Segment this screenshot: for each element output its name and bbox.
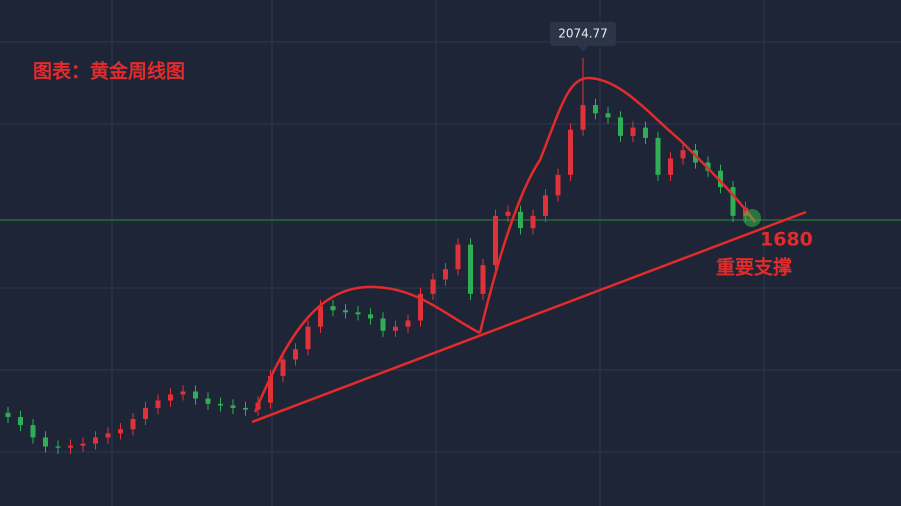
candle-body: [343, 310, 348, 313]
candle-body: [243, 407, 248, 410]
candle-body: [580, 105, 586, 130]
candle-body: [80, 443, 86, 446]
candle-body: [443, 269, 448, 280]
candle-body: [605, 113, 611, 118]
candle-body: [105, 433, 111, 438]
candle-body: [143, 407, 148, 419]
candle-body: [380, 318, 386, 331]
candle-body: [5, 412, 11, 417]
candle-body: [655, 137, 661, 175]
peak-label: 2074.77: [558, 26, 608, 40]
support-text: 重要支撑: [716, 256, 792, 279]
candle-body: [43, 437, 48, 447]
candle-body: [493, 215, 498, 266]
candle-body: [593, 105, 598, 114]
candle-body: [618, 117, 623, 136]
candle-body: [405, 320, 411, 327]
candle-body: [455, 244, 461, 270]
candle-body: [430, 279, 436, 294]
candle-body: [643, 127, 648, 138]
candle-body: [368, 314, 373, 319]
candle-body: [180, 391, 186, 395]
candle-body: [630, 127, 636, 136]
candle-body: [555, 174, 561, 196]
annotation-curves: [251, 76, 807, 424]
candle-body: [543, 195, 548, 216]
candle-body: [355, 312, 361, 315]
candle-body: [118, 429, 123, 434]
candle-body: [668, 158, 673, 175]
candle-body: [268, 375, 273, 403]
candle-body: [680, 150, 686, 159]
candle-body: [318, 306, 323, 327]
candle-body: [230, 405, 236, 408]
peak-tooltip: [550, 21, 616, 46]
candle-body: [505, 211, 511, 216]
candle-body: [93, 437, 98, 444]
candle-body: [30, 425, 36, 438]
candle-body: [468, 244, 473, 294]
candle-body: [305, 326, 311, 350]
candle-body: [530, 215, 536, 229]
candle-body: [18, 416, 23, 426]
candle-body: [718, 170, 723, 188]
candle-body: [168, 394, 173, 401]
candle-body: [68, 445, 73, 448]
candle-body: [218, 403, 223, 406]
candle-body: [293, 349, 298, 360]
candle-body: [518, 211, 523, 229]
candles: [0, 57, 901, 454]
glow-marker: [743, 209, 761, 227]
support-value: 1680: [760, 228, 813, 250]
candle-body: [393, 326, 398, 331]
candle-body: [193, 391, 198, 399]
candle-body: [418, 293, 423, 321]
candle-body: [130, 418, 136, 430]
chart-title: 图表：黄金周线图: [33, 60, 185, 83]
candle-body: [480, 265, 486, 294]
peak-tooltip-pointer: [578, 45, 588, 52]
candle-body: [330, 306, 336, 311]
candle-body: [568, 129, 573, 175]
candle-body: [155, 400, 161, 408]
candle-body: [280, 359, 286, 376]
candle-body: [205, 398, 211, 404]
candle-body: [55, 446, 61, 448]
candle-body: [730, 187, 736, 216]
